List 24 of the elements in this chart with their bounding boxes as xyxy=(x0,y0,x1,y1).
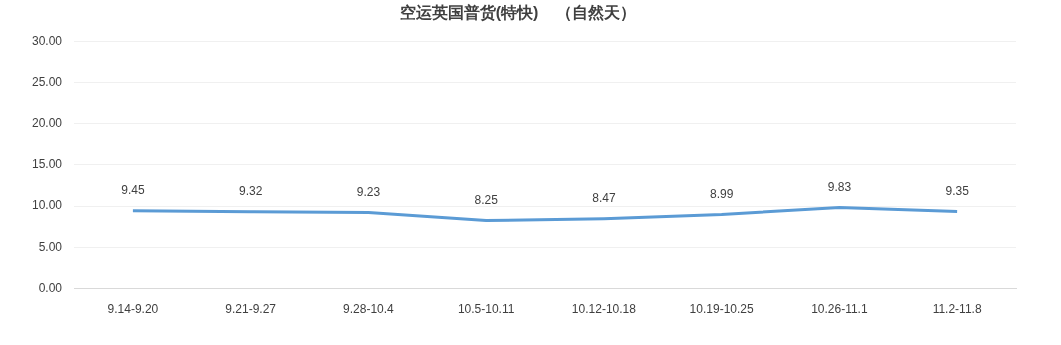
x-tick-label: 10.12-10.18 xyxy=(571,302,637,317)
data-label: 8.47 xyxy=(592,191,616,206)
y-tick-label: 5.00 xyxy=(38,239,63,254)
y-tick-label: 10.00 xyxy=(32,198,63,213)
data-label: 8.25 xyxy=(474,192,499,207)
y-tick-label: 0.00 xyxy=(38,280,63,295)
x-tick-label: 9.28-10.4 xyxy=(343,302,395,317)
y-tick-label: 25.00 xyxy=(32,74,63,89)
data-label: 9.23 xyxy=(356,184,381,199)
x-tick-label: 9.14-9.20 xyxy=(107,302,159,317)
x-tick-label: 10.19-10.25 xyxy=(689,302,754,317)
x-tick-label: 11.2-11.8 xyxy=(932,302,982,317)
y-tick-label: 30.00 xyxy=(32,33,63,48)
data-label: 9.45 xyxy=(121,182,145,197)
data-label: 9.83 xyxy=(827,179,852,194)
y-tick-label: 20.00 xyxy=(32,115,63,130)
chart-title: 空运英国普货(特快) （自然天） xyxy=(399,3,637,23)
data-label: 9.32 xyxy=(238,184,263,199)
data-label: 9.35 xyxy=(945,183,970,198)
x-tick-label: 9.21-9.27 xyxy=(225,302,277,317)
x-tick-label: 10.5-10.11 xyxy=(457,302,515,317)
x-tick-label: 10.26-11.1 xyxy=(811,302,868,317)
y-tick-label: 15.00 xyxy=(32,157,63,172)
data-label: 8.99 xyxy=(709,186,734,201)
